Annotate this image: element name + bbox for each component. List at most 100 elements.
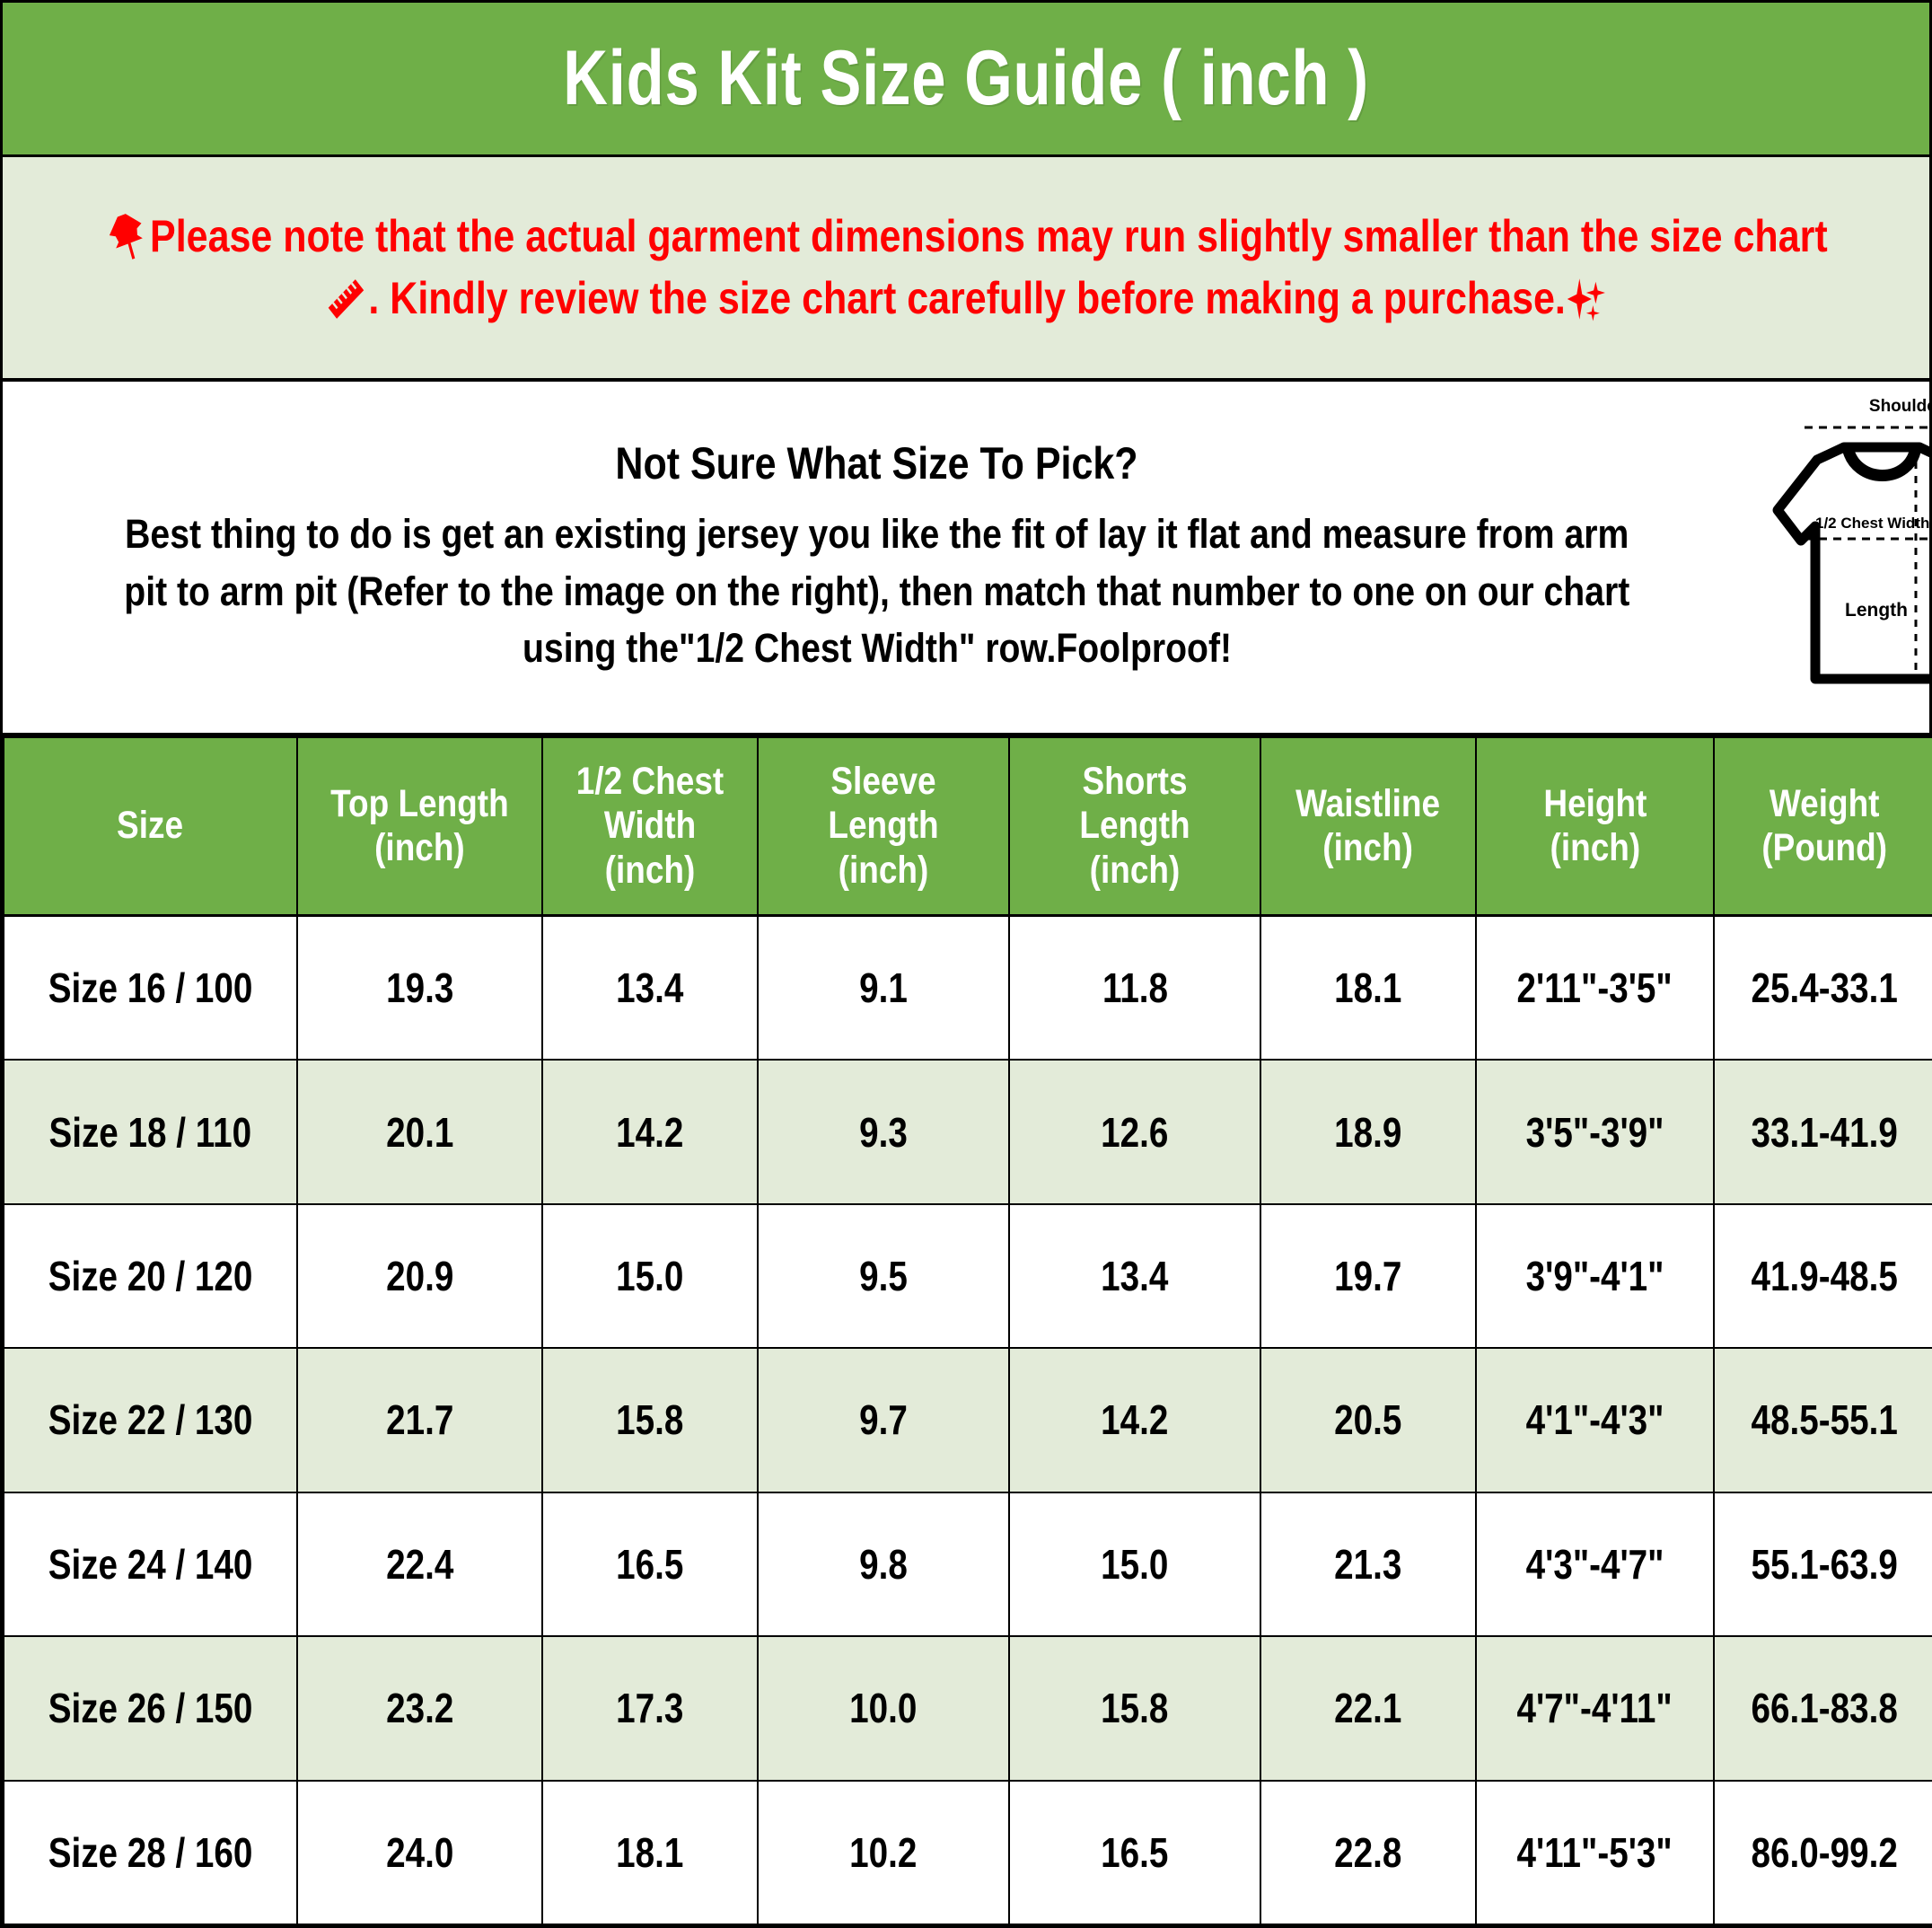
cell-text: 9.8	[859, 1540, 908, 1588]
measurement-cell: 86.0-99.2	[1713, 1779, 1932, 1926]
title-banner: Kids Kit Size Guide ( inch )	[3, 3, 1929, 157]
table-row: Size 20 / 120 20.9 15.0 9.5 13.4 19.7 3'9"-4'1…	[3, 1202, 1932, 1350]
cell-text: 4'11"-5'3"	[1516, 1828, 1673, 1876]
cell-text: 9.5	[859, 1253, 908, 1300]
size-label-cell: Size 22 / 130	[3, 1347, 298, 1493]
notice-text-1: Please note that the actual garment dime…	[149, 211, 1828, 261]
cell-text: 18.1	[616, 1828, 684, 1876]
cell-text: 17.3	[616, 1685, 684, 1732]
measurement-cell: 16.5	[1008, 1779, 1261, 1926]
column-header-text: 1/2 Chest Width (inch)	[575, 760, 724, 892]
measurement-cell: 33.1-41.9	[1713, 1059, 1932, 1205]
cell-text: 55.1-63.9	[1751, 1540, 1899, 1588]
measurement-cell: 9.7	[757, 1347, 1010, 1493]
cell-text: 4'1"-4'3"	[1525, 1396, 1664, 1444]
page-title: Kids Kit Size Guide ( inch )	[563, 35, 1369, 121]
column-header-text: Height (inch)	[1542, 781, 1647, 869]
cell-text: 10.0	[849, 1685, 918, 1732]
measurement-cell: 23.2	[296, 1635, 543, 1782]
measurement-cell: 15.8	[541, 1347, 759, 1493]
cell-text: 15.0	[616, 1253, 684, 1300]
cell-text: Size 22 / 130	[48, 1396, 253, 1444]
cell-text: 11.8	[1102, 964, 1168, 1012]
cell-text: 16.5	[616, 1540, 684, 1588]
cell-text: 20.9	[385, 1253, 454, 1300]
measurement-cell: 20.1	[296, 1059, 543, 1205]
column-header-7: Weight (Pound)	[1713, 736, 1932, 917]
measurement-cell: 22.8	[1260, 1779, 1477, 1926]
size-label-cell: Size 28 / 160	[3, 1779, 298, 1926]
size-label-cell: Size 24 / 140	[3, 1491, 298, 1638]
cell-text: 4'3"-4'7"	[1525, 1540, 1664, 1588]
column-header-1: Top Length (inch)	[296, 736, 543, 917]
cell-text: 19.7	[1334, 1253, 1402, 1300]
info-text-block: Not Sure What Size To Pick? Best thing t…	[3, 382, 1752, 733]
chest-width-label: 1/2 Chest Width	[1815, 515, 1929, 532]
column-header-text: Weight (Pound)	[1761, 781, 1888, 869]
cell-text: 66.1-83.8	[1751, 1685, 1899, 1732]
cell-text: 4'7"-4'11"	[1516, 1685, 1673, 1732]
cell-text: Size 24 / 140	[48, 1540, 253, 1588]
cell-text: 41.9-48.5	[1751, 1253, 1899, 1300]
cell-text: 20.1	[385, 1108, 454, 1156]
cell-text: 22.1	[1334, 1685, 1402, 1732]
cell-text: 3'5"-3'9"	[1525, 1108, 1664, 1156]
measurement-cell: 21.3	[1260, 1491, 1477, 1638]
measurement-cell: 18.1	[541, 1779, 759, 1926]
measurement-cell: 2'11"-3'5"	[1475, 914, 1715, 1061]
cell-text: 3'9"-4'1"	[1525, 1253, 1664, 1300]
tshirt-diagram-wrap: Shoulder Width 1/2 Chest Width Length	[1752, 382, 1932, 733]
size-label-cell: Size 20 / 120	[3, 1202, 298, 1350]
cell-text: 14.2	[1101, 1396, 1169, 1444]
column-header-text: Waistline (inch)	[1295, 781, 1441, 869]
column-header-6: Height (inch)	[1475, 736, 1715, 917]
cell-text: Size 18 / 110	[48, 1108, 252, 1156]
measurement-cell: 9.8	[757, 1491, 1010, 1638]
measurement-cell: 9.5	[757, 1202, 1010, 1350]
table-row: Size 16 / 100 19.3 13.4 9.1 11.8 18.1 2'11"-3'…	[3, 914, 1932, 1061]
measurement-cell: 22.4	[296, 1491, 543, 1638]
cell-text: 33.1-41.9	[1751, 1108, 1899, 1156]
measurement-cell: 9.1	[757, 914, 1010, 1061]
column-header-text: Shorts Length (inch)	[1079, 760, 1190, 892]
notice-line-2: . Kindly review the size chart carefully…	[323, 268, 1609, 330]
cell-text: Size 16 / 100	[48, 964, 253, 1012]
measurement-cell: 48.5-55.1	[1713, 1347, 1932, 1493]
measurement-cell: 15.0	[541, 1202, 759, 1350]
cell-text: 13.4	[616, 964, 684, 1012]
length-label: Length	[1845, 600, 1908, 621]
table-row: Size 18 / 110 20.1 14.2 9.3 12.6 18.9 3'5"-3'9…	[3, 1059, 1932, 1205]
measurement-cell: 20.5	[1260, 1347, 1477, 1493]
cell-text: 15.8	[1101, 1685, 1169, 1732]
cell-text: 13.4	[1101, 1253, 1169, 1300]
column-header-text: Size	[117, 804, 184, 848]
measurement-cell: 22.1	[1260, 1635, 1477, 1782]
measurement-cell: 3'9"-4'1"	[1475, 1202, 1715, 1350]
notice-text-2: . Kindly review the size chart carefully…	[368, 273, 1566, 323]
measurement-cell: 4'11"-5'3"	[1475, 1779, 1715, 1926]
pushpin-icon	[105, 211, 150, 263]
measurement-cell: 15.8	[1008, 1635, 1261, 1782]
measurement-cell: 19.3	[296, 914, 543, 1061]
cell-text: 18.1	[1334, 964, 1402, 1012]
cell-text: 19.3	[385, 964, 454, 1012]
column-header-5: Waistline (inch)	[1260, 736, 1477, 917]
measurement-cell: 11.8	[1008, 914, 1261, 1061]
column-header-text: Sleeve Length (inch)	[828, 760, 939, 892]
measurement-cell: 20.9	[296, 1202, 543, 1350]
measurement-cell: 4'3"-4'7"	[1475, 1491, 1715, 1638]
measurement-cell: 4'1"-4'3"	[1475, 1347, 1715, 1493]
size-label-cell: Size 26 / 150	[3, 1635, 298, 1782]
cell-text: Size 28 / 160	[48, 1828, 253, 1876]
size-label-cell: Size 16 / 100	[3, 914, 298, 1061]
cell-text: 25.4-33.1	[1751, 964, 1899, 1012]
cell-text: 2'11"-3'5"	[1516, 964, 1673, 1012]
cell-text: 9.7	[859, 1396, 908, 1444]
measurement-cell: 21.7	[296, 1347, 543, 1493]
cell-text: 16.5	[1101, 1828, 1169, 1876]
cell-text: 10.2	[849, 1828, 918, 1876]
measurement-cell: 9.3	[757, 1059, 1010, 1205]
measurement-cell: 12.6	[1008, 1059, 1261, 1205]
measurement-cell: 14.2	[1008, 1347, 1261, 1493]
